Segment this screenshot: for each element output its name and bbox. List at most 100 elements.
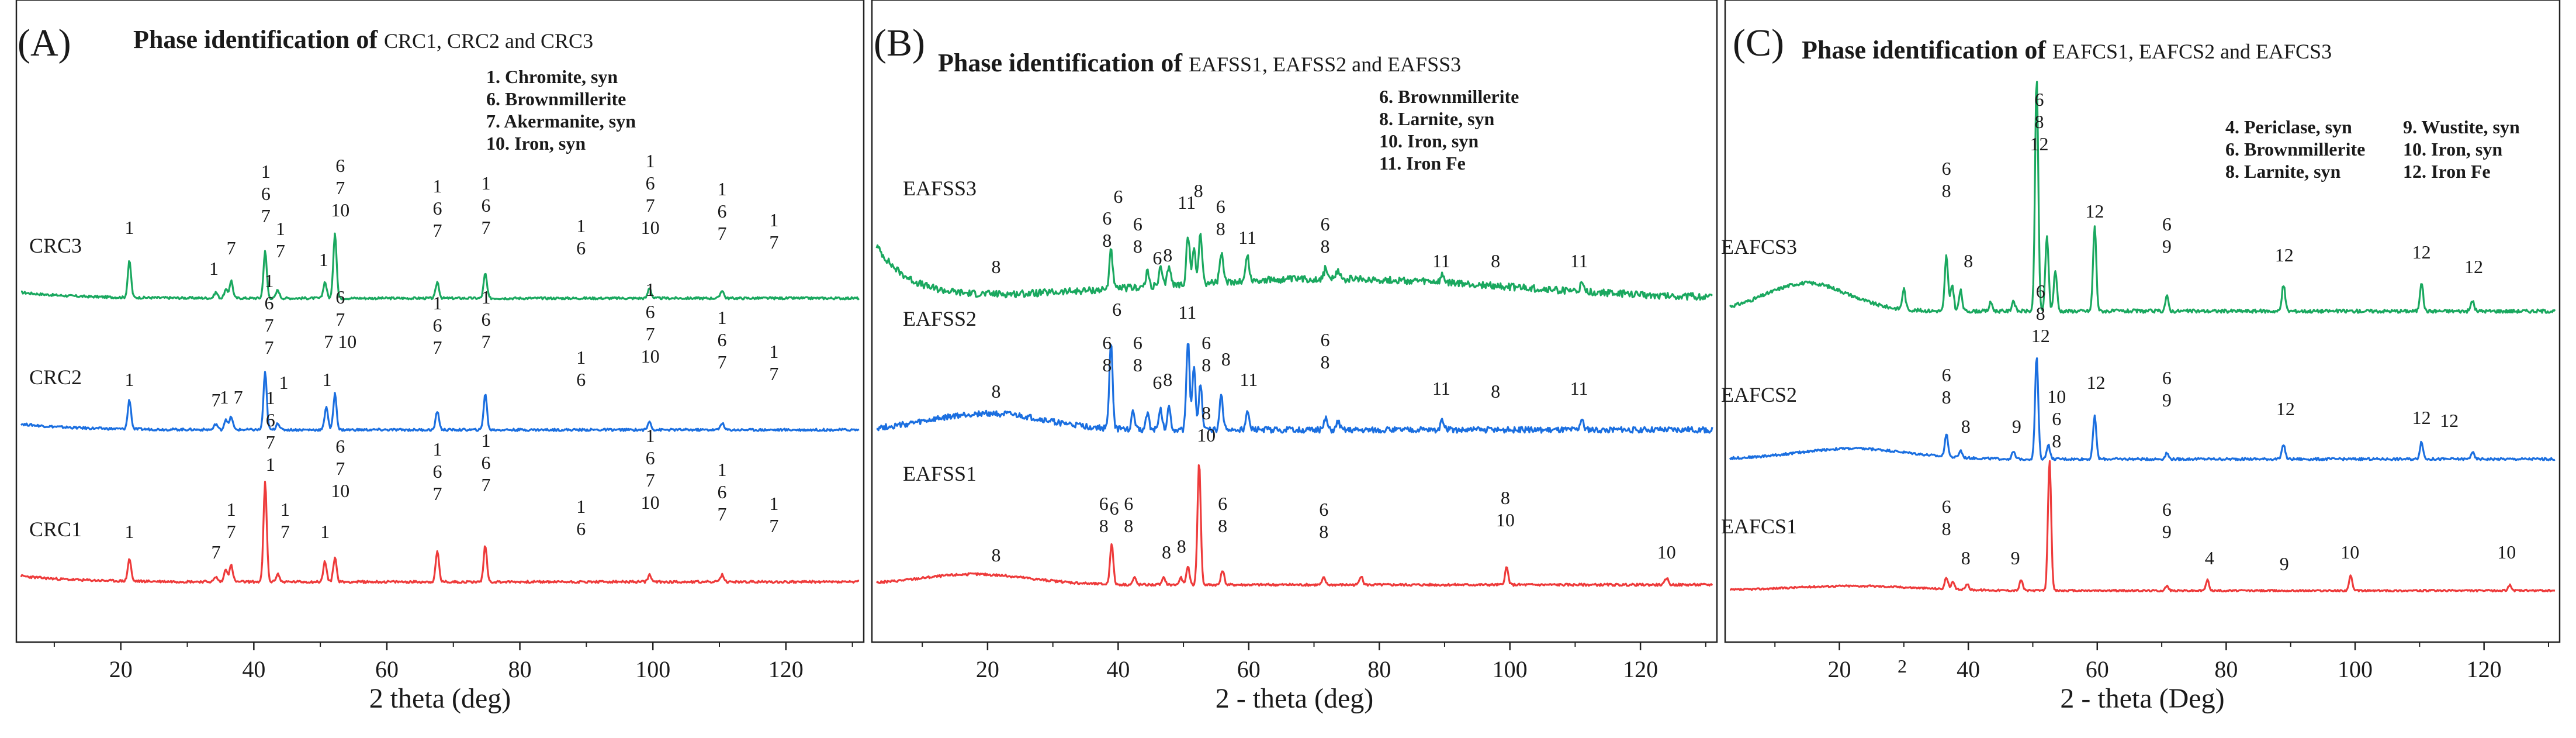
- peak-label: 10: [2497, 542, 2516, 563]
- peak-label-line: 1: [576, 347, 586, 368]
- peak-label: 10 6 8: [2047, 386, 2066, 451]
- peak-label-line: 8: [2052, 430, 2061, 451]
- peak-label-line: 8: [1319, 521, 1328, 542]
- panel-B-x-axis-label: 2 - theta (deg): [1216, 683, 1374, 714]
- peak-label: 9: [2280, 553, 2289, 574]
- peak-label-line: 12: [2276, 398, 2295, 419]
- panel-A-frame: [15, 0, 865, 643]
- peak-label-line: 6: [576, 237, 586, 258]
- x-tick-label: 60: [2086, 656, 2109, 682]
- peak-label-line: 6: [2052, 408, 2061, 429]
- peak-label-line: 9: [2280, 553, 2289, 574]
- peak-label-line: 6: [646, 447, 655, 468]
- peak-label: 6 7 10: [331, 155, 349, 220]
- panel-C-letter: (C): [1733, 22, 1784, 64]
- peak-label-line: 1: [209, 258, 219, 279]
- peak-label-line: 7: [227, 237, 236, 258]
- peak-label-line: 1: [646, 279, 655, 300]
- peak-label-line: 1: [266, 454, 275, 475]
- peak-label: 12: [2464, 256, 2483, 277]
- peak-label-line: 9: [2012, 416, 2021, 437]
- peak-label-line: 8: [1942, 518, 1951, 539]
- peak-label-line: 1: [323, 369, 332, 390]
- peak-label-line: 1: [319, 249, 328, 270]
- panel-C: (C) Phase identification of EAFCS1, EAFCS…: [1721, 0, 2561, 714]
- x-tick-label: 40: [1957, 656, 1980, 682]
- peak-label-line: 6: [1218, 493, 1227, 514]
- peak-label-line: 6: [1942, 496, 1951, 517]
- peak-label: 8 10: [1496, 487, 1515, 530]
- peak-label-line: 6: [432, 315, 442, 336]
- peak-label-line: 6: [2036, 281, 2045, 302]
- peak-label-line: 1: [576, 215, 586, 236]
- peak-label-line: 8: [1216, 218, 1225, 239]
- panel-C-legend-item: 6. Brownmillerite: [2225, 139, 2365, 160]
- x-tick-label: 40: [242, 656, 265, 682]
- peak-label-line: 1: [769, 493, 778, 514]
- peak-label: 8: [1961, 416, 1971, 437]
- series-eafss3-label: EAFSS3: [903, 177, 977, 200]
- peak-label-line: 12: [2031, 325, 2050, 346]
- peak-label: 12: [2412, 242, 2431, 263]
- peak-label-line: 7: [276, 240, 285, 261]
- peak-label-line: 7: [432, 220, 442, 241]
- peak-label-line: 1: [125, 369, 134, 390]
- x-tick-label: 20: [109, 656, 133, 682]
- series-eafcs3-label: EAFCS3: [1721, 235, 1797, 258]
- peak-label: 1: [125, 369, 134, 390]
- peak-label: 8: [1162, 542, 1171, 563]
- peak-label-line: 8: [1942, 180, 1951, 201]
- peak-label-line: 8: [1961, 416, 1971, 437]
- peak-label-line: 11: [1570, 378, 1588, 399]
- peak-label-line: 11: [1432, 250, 1450, 271]
- peak-label-line: 1: [482, 287, 491, 308]
- peak-label-line: 11: [1178, 302, 1196, 323]
- panel-B-legend-item: 10. Iron, syn: [1379, 130, 1479, 151]
- series-eafss2-label: EAFSS2: [903, 307, 977, 330]
- peak-label-line: 7: [718, 504, 727, 525]
- peak-label-line: 6: [576, 369, 586, 390]
- peak-label-line: 1: [646, 150, 655, 171]
- peak-label-line: 11: [1432, 378, 1450, 399]
- series-crc2-label: CRC2: [29, 365, 82, 389]
- peak-label: 8: [1961, 547, 1971, 568]
- peak-label-line: 11: [1238, 227, 1256, 248]
- peak-label-line: 7: [335, 177, 345, 198]
- x-tick-label: 60: [375, 656, 399, 682]
- panel-B-title: Phase identification of EAFSS1, EAFSS2 a…: [938, 49, 1461, 77]
- peak-label-line: 7: [769, 232, 778, 253]
- peak-label-line: 7: [265, 337, 274, 358]
- series-eafcs2-label: EAFCS2: [1721, 383, 1797, 406]
- peak-label-line: 11: [1178, 192, 1196, 213]
- peak-label-line: 9: [2162, 389, 2172, 411]
- peak-label: 1: [209, 258, 219, 279]
- peak-label-line: 6: [1110, 498, 1119, 519]
- peak-label-line: 7: [432, 483, 442, 504]
- peak-label: 8: [1491, 381, 1500, 402]
- peak-label-line: 8: [1221, 349, 1231, 370]
- peak-label-line: 6: [1216, 196, 1225, 217]
- peak-label-line: 6: [1099, 493, 1109, 514]
- series-eafcs1-line: [1729, 460, 2556, 593]
- peak-label-line: 12: [2275, 244, 2294, 265]
- peak-label-line: 6: [2162, 213, 2172, 234]
- panel-C-title-bold: Phase identification of: [1802, 36, 2052, 64]
- peak-label-line: 1: [482, 173, 491, 194]
- peak-label-line: 12: [2440, 410, 2459, 431]
- peak-label-line: 7: [769, 363, 778, 384]
- peak-label-line: 7: [769, 515, 778, 536]
- peak-label-line: 1: [482, 430, 491, 451]
- panel-A-legend-item: 1. Chromite, syn: [486, 66, 618, 87]
- peak-label-line: 6: [1942, 364, 1951, 385]
